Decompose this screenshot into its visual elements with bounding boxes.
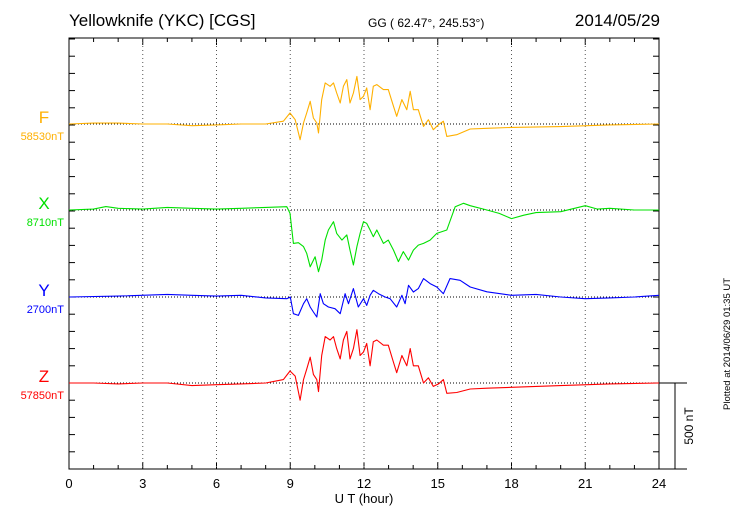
series-line-z xyxy=(69,329,660,401)
x-tick-label: 12 xyxy=(357,476,371,491)
series-baseline-label: 57850nT xyxy=(21,390,65,402)
series-baseline-label: 2700nT xyxy=(27,304,65,316)
series-line-x xyxy=(68,202,659,273)
x-tick-label: 21 xyxy=(578,476,592,491)
scale-bar-label: 500 nT xyxy=(682,407,696,445)
x-tick-label: 3 xyxy=(139,476,146,491)
x-tick-label: 24 xyxy=(652,476,666,491)
series-name-f: F xyxy=(39,108,49,127)
series-baseline-label: 58530nT xyxy=(21,131,65,143)
series-baseline-label: 8710nT xyxy=(27,217,65,229)
station-title: Yellowknife (YKC) [CGS] xyxy=(69,11,256,30)
series-name-x: X xyxy=(38,194,49,213)
series-line-f xyxy=(68,75,660,141)
x-tick-label: 18 xyxy=(504,476,518,491)
series-line-y xyxy=(68,278,660,318)
series-name-y: Y xyxy=(38,281,49,300)
x-axis-label: U T (hour) xyxy=(335,491,394,506)
x-tick-label: 0 xyxy=(65,476,72,491)
x-tick-label: 9 xyxy=(287,476,294,491)
geographic-coordinates: GG ( 62.47°, 245.53°) xyxy=(368,16,485,30)
x-tick-label: 15 xyxy=(431,476,445,491)
series-name-z: Z xyxy=(39,367,49,386)
x-tick-label: 6 xyxy=(213,476,220,491)
plot-date: 2014/05/29 xyxy=(574,11,660,30)
